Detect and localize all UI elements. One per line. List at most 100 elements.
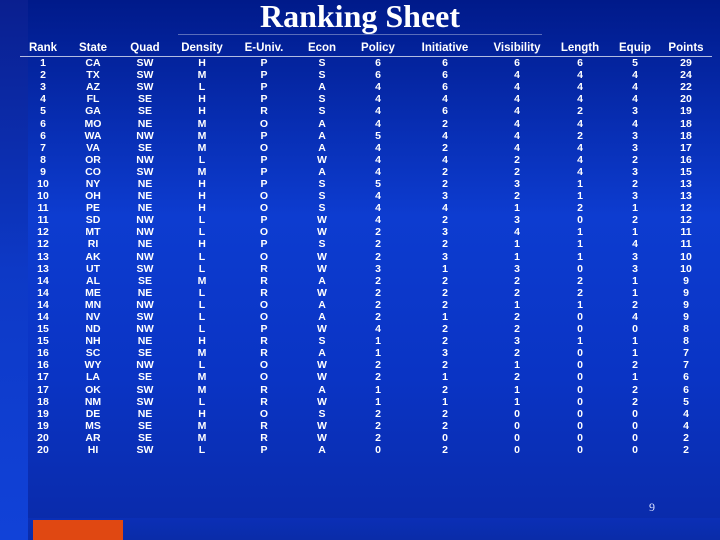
cell-density: H — [198, 335, 206, 348]
cell-length: 0 — [577, 431, 583, 444]
cell-policy: 2 — [375, 250, 381, 263]
cell-state: SC — [85, 347, 101, 360]
cell-rank: 14 — [37, 311, 49, 324]
cell-quad: NE — [137, 407, 153, 420]
cell-e-univ: R — [260, 431, 268, 444]
cell-quad: NW — [136, 359, 154, 372]
cell-quad: SE — [137, 141, 152, 154]
cell-state: VA — [86, 141, 100, 154]
cell-equip: 2 — [632, 298, 638, 311]
cell-e-univ: O — [259, 407, 269, 420]
cell-quad: NW — [136, 298, 154, 311]
cell-state: MO — [84, 117, 102, 130]
cell-density: L — [198, 81, 206, 94]
cell-visibility: 4 — [514, 226, 520, 239]
cell-quad: SW — [136, 57, 154, 70]
cell-length: 6 — [577, 57, 583, 70]
cell-state: FL — [86, 93, 100, 106]
cell-density: H — [198, 93, 206, 106]
cell-initiative: 0 — [442, 431, 448, 444]
col-header-density: Density — [170, 40, 234, 57]
cell-econ: S — [318, 238, 326, 251]
cell-visibility: 4 — [514, 93, 520, 106]
cell-econ: S — [318, 57, 326, 70]
table-row: 2 TX SW M P S 6 6 4 4 4 24 — [20, 69, 712, 81]
cell-econ: A — [318, 81, 326, 94]
cell-quad: SE — [137, 431, 152, 444]
cell-equip: 0 — [632, 407, 638, 420]
cell-length: 0 — [577, 444, 583, 457]
cell-rank: 10 — [37, 190, 49, 203]
cell-quad: SE — [137, 93, 152, 106]
cell-points: 12 — [680, 214, 692, 227]
table-row: 19 DE NE H O S 2 2 0 0 0 4 — [20, 408, 712, 420]
cell-rank: 19 — [37, 419, 49, 432]
cell-econ: S — [318, 190, 326, 203]
cell-visibility: 2 — [514, 190, 520, 203]
cell-e-univ: O — [259, 117, 269, 130]
cell-quad: SE — [137, 371, 152, 384]
cell-econ: A — [318, 117, 326, 130]
cell-points: 18 — [680, 129, 692, 142]
cell-quad: NW — [136, 250, 154, 263]
cell-policy: 1 — [375, 347, 381, 360]
cell-length: 2 — [577, 274, 583, 287]
cell-rank: 10 — [37, 177, 49, 190]
cell-length: 0 — [577, 311, 583, 324]
cell-econ: A — [318, 141, 326, 154]
cell-points: 9 — [683, 274, 689, 287]
cell-policy: 4 — [375, 93, 381, 106]
cell-density: L — [198, 444, 206, 457]
cell-e-univ: P — [260, 81, 268, 94]
col-header-visibility: Visibility — [484, 40, 550, 57]
cell-density: M — [197, 371, 207, 384]
cell-rank: 12 — [37, 226, 49, 239]
cell-rank: 16 — [37, 359, 49, 372]
cell-points: 16 — [680, 153, 692, 166]
cell-points: 11 — [680, 238, 692, 251]
cell-rank: 2 — [40, 69, 46, 82]
cell-equip: 1 — [632, 286, 638, 299]
cell-state: WA — [84, 129, 102, 142]
cell-equip: 0 — [632, 323, 638, 336]
cell-equip: 3 — [632, 190, 638, 203]
cell-policy: 2 — [375, 431, 381, 444]
cell-econ: W — [317, 395, 327, 408]
cell-policy: 4 — [375, 190, 381, 203]
cell-initiative: 3 — [442, 226, 448, 239]
cell-density: M — [197, 431, 207, 444]
cell-equip: 4 — [632, 238, 638, 251]
cell-points: 24 — [680, 69, 692, 82]
accent-square — [33, 520, 123, 540]
table-row: 14 AL SE M R A 2 2 2 2 1 9 — [20, 275, 712, 287]
cell-econ: W — [317, 153, 327, 166]
cell-length: 4 — [577, 153, 583, 166]
cell-length: 1 — [577, 177, 583, 190]
cell-density: H — [198, 190, 206, 203]
cell-quad: SW — [136, 395, 154, 408]
cell-rank: 17 — [37, 371, 49, 384]
cell-econ: S — [318, 407, 326, 420]
cell-visibility: 0 — [514, 407, 520, 420]
cell-length: 0 — [577, 371, 583, 384]
cell-policy: 4 — [375, 323, 381, 336]
cell-quad: NE — [137, 117, 153, 130]
cell-visibility: 2 — [514, 153, 520, 166]
cell-state: PE — [85, 202, 100, 215]
cell-state: MT — [85, 226, 101, 239]
cell-e-univ: P — [260, 153, 268, 166]
cell-length: 1 — [577, 250, 583, 263]
cell-visibility: 1 — [514, 202, 520, 215]
cell-visibility: 4 — [514, 69, 520, 82]
col-header-equip: Equip — [610, 40, 660, 57]
table-row: 20 AR SE M R W 2 0 0 0 0 2 — [20, 432, 712, 444]
cell-density: M — [197, 129, 207, 142]
cell-e-univ: O — [259, 250, 269, 263]
cell-visibility: 1 — [514, 395, 520, 408]
cell-quad: NW — [136, 214, 154, 227]
cell-initiative: 2 — [442, 335, 448, 348]
cell-policy: 4 — [375, 117, 381, 130]
cell-equip: 4 — [632, 81, 638, 94]
col-header-initiative: Initiative — [406, 40, 484, 57]
cell-visibility: 0 — [514, 419, 520, 432]
